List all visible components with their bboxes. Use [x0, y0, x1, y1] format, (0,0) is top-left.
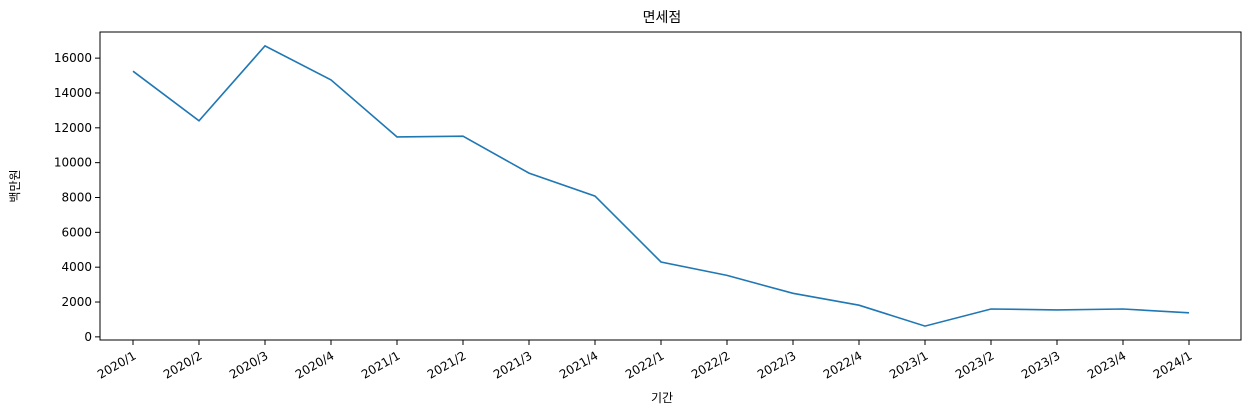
- x-tick-label: 2022/2: [689, 348, 733, 381]
- x-tick-label: 2022/4: [821, 348, 865, 381]
- y-tick-label: 2000: [61, 295, 92, 309]
- x-tick-label: 2021/3: [491, 348, 535, 381]
- y-axis-label: 백만원: [8, 169, 22, 202]
- y-tick-label: 4000: [61, 260, 92, 274]
- x-tick-label: 2023/2: [953, 348, 997, 381]
- y-tick-label: 16000: [54, 51, 92, 65]
- chart-title: 면세점: [643, 10, 682, 26]
- x-axis: 2020/1 2020/2 2020/3 2020/4 2021/1 2021/2 2021…: [95, 340, 1195, 382]
- y-axis: 0 2000 4000 6000 8000 10000 12000 14000 16000: [54, 51, 100, 344]
- x-tick-label: 2023/3: [1019, 348, 1063, 381]
- y-tick-label: 14000: [54, 86, 92, 100]
- x-tick-label: 2020/4: [293, 348, 337, 381]
- x-tick-label: 2022/3: [755, 348, 799, 381]
- plot-area: [99, 31, 1242, 341]
- y-tick-label: 10000: [54, 156, 92, 170]
- series-line: [132, 44, 1190, 327]
- y-tick-label: 12000: [54, 121, 92, 135]
- x-tick-label: 2023/4: [1085, 348, 1129, 381]
- x-tick-label: 2020/3: [227, 348, 271, 381]
- x-tick-label: 2020/1: [95, 348, 139, 381]
- y-tick-label: 6000: [61, 225, 92, 239]
- y-tick-label: 0: [84, 330, 92, 344]
- x-tick-label: 2023/1: [887, 348, 931, 381]
- x-tick-label: 2021/2: [425, 348, 469, 381]
- x-tick-label: 2024/1: [1151, 348, 1195, 381]
- x-axis-label: 기간: [651, 391, 673, 405]
- x-tick-label: 2021/1: [359, 348, 403, 381]
- x-tick-label: 2021/4: [557, 348, 601, 381]
- y-tick-label: 8000: [61, 190, 92, 204]
- x-tick-label: 2022/1: [623, 348, 667, 381]
- x-tick-label: 2020/2: [161, 348, 205, 381]
